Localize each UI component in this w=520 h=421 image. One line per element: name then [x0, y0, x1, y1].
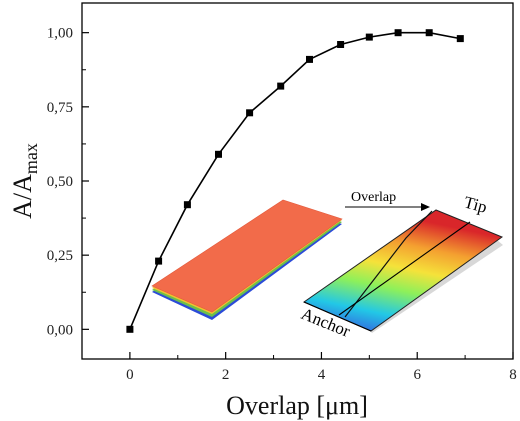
inset-plate-left — [151, 199, 343, 320]
data-point — [306, 55, 313, 63]
data-point — [394, 29, 402, 37]
svg-text:A/Amax: A/Amax — [8, 143, 41, 219]
y-tick-label: 1,00 — [47, 26, 73, 42]
y-tick-label: 0,25 — [47, 248, 73, 264]
plot-frame — [81, 2, 514, 360]
data-point — [337, 41, 345, 48]
ticks-layer: 0 2 4 6 8 0,00 0,25 0,50 0,75 1,00 — [47, 26, 517, 383]
y-tick-label: 0,00 — [47, 322, 73, 338]
x-tick-label: 6 — [413, 367, 421, 383]
series-layer — [126, 29, 464, 333]
data-point — [277, 82, 285, 90]
x-axis-label: Overlap [μm] — [226, 391, 368, 420]
y-axis-label-main: A/A — [8, 174, 37, 219]
x-tick-label: 4 — [318, 367, 326, 383]
data-point — [215, 150, 222, 158]
y-axis-label-sub: max — [21, 143, 41, 174]
overlap-arrow — [345, 203, 430, 211]
x-tick-label: 2 — [222, 367, 230, 383]
data-point — [456, 35, 464, 43]
data-point — [126, 325, 134, 333]
overlap-arrow-label: Overlap — [351, 190, 396, 205]
tip-label: Tip — [462, 193, 489, 217]
inset-plate-right — [302, 209, 504, 333]
data-point — [183, 201, 191, 209]
y-tick-label: 0,50 — [47, 174, 73, 190]
x-tick-label: 0 — [126, 367, 134, 383]
data-point — [365, 33, 373, 41]
data-point — [155, 257, 163, 265]
data-point — [246, 109, 254, 117]
y-axis-label: A/Amax — [8, 143, 41, 219]
x-tick-label: 8 — [509, 367, 517, 383]
y-tick-label: 0,75 — [47, 100, 73, 116]
data-point — [425, 29, 433, 37]
series-line — [129, 31, 461, 330]
